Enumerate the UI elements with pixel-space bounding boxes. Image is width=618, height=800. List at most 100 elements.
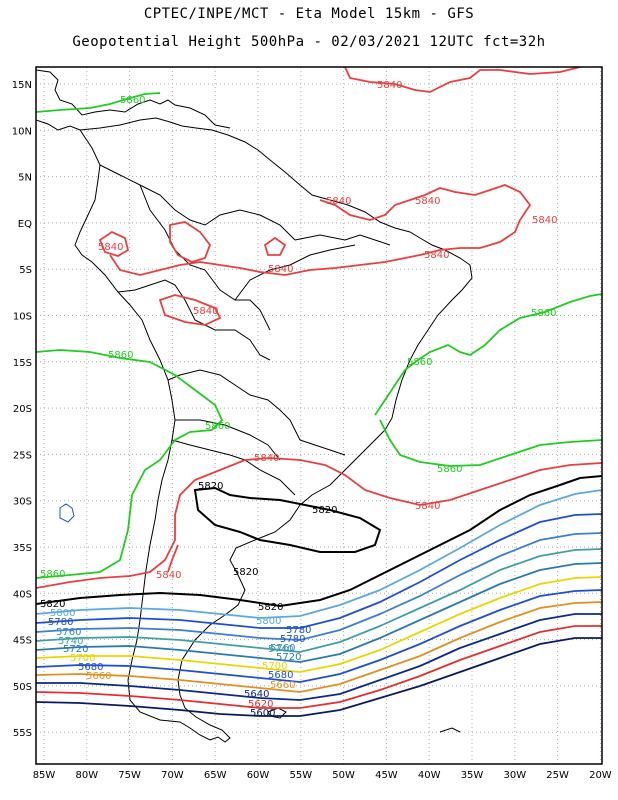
label-5640: 5640 bbox=[244, 689, 269, 700]
lon-tick-label: 75W bbox=[118, 770, 141, 781]
label-5760: 5760 bbox=[56, 627, 81, 638]
label-5840: 5840 bbox=[254, 453, 279, 464]
lat-tick-label: 30S bbox=[13, 497, 32, 508]
label-5840: 5840 bbox=[193, 306, 218, 317]
label-5800: 5800 bbox=[256, 616, 281, 627]
lat-tick-label: 40S bbox=[13, 589, 32, 600]
lat-tick-label: 25S bbox=[13, 450, 32, 461]
lat-tick-label: 10N bbox=[12, 126, 32, 137]
pacific-island bbox=[59, 503, 75, 523]
label-5780: 5780 bbox=[48, 617, 73, 628]
lat-tick-label: 5N bbox=[18, 173, 32, 184]
label-5840: 5840 bbox=[326, 196, 351, 207]
longitude-labels: 85W 80W 75W 70W 65W 60W 55W 50W 45W 40W 35W 30W 25W 2… bbox=[33, 770, 612, 781]
contour-5860-north bbox=[36, 92, 161, 113]
label-5840: 5840 bbox=[377, 80, 402, 91]
label-5860: 5860 bbox=[531, 308, 556, 319]
lat-tick-label: 45S bbox=[13, 636, 32, 647]
contour-5840-north bbox=[344, 67, 581, 93]
lat-tick-label: 55S bbox=[13, 728, 32, 739]
label-5860: 5860 bbox=[108, 350, 133, 361]
lat-tick-label: 15S bbox=[13, 358, 32, 369]
contour-5860-east bbox=[379, 419, 602, 467]
label-5720: 5720 bbox=[63, 644, 88, 655]
lon-tick-label: 40W bbox=[418, 770, 441, 781]
label-5780: 5780 bbox=[286, 625, 311, 636]
contour-5720 bbox=[36, 562, 602, 663]
label-5840: 5840 bbox=[98, 242, 123, 253]
lat-tick-label: 15N bbox=[12, 80, 32, 91]
contour-5820-main bbox=[36, 475, 602, 608]
lon-tick-label: 65W bbox=[204, 770, 227, 781]
label-5780: 5780 bbox=[280, 634, 305, 645]
lon-tick-label: 35W bbox=[461, 770, 484, 781]
map-frame bbox=[35, 66, 603, 765]
lon-tick-label: 70W bbox=[161, 770, 184, 781]
contour-labels: 5860 5860 5860 5860 5860 5860 5860 5840 … bbox=[40, 80, 557, 719]
contour-5740 bbox=[36, 548, 602, 653]
label-5840: 5840 bbox=[156, 570, 181, 581]
lon-tick-label: 25W bbox=[546, 770, 569, 781]
lon-tick-label: 45W bbox=[375, 770, 398, 781]
lon-tick-label: 60W bbox=[247, 770, 270, 781]
lat-tick-label: 5S bbox=[19, 265, 32, 276]
lat-tick-label: 20S bbox=[13, 404, 32, 415]
label-5820: 5820 bbox=[258, 602, 283, 613]
contour-5600 bbox=[36, 637, 602, 717]
label-5720: 5720 bbox=[276, 652, 301, 663]
contour-5800 bbox=[36, 489, 602, 619]
contour-5840-south bbox=[36, 457, 602, 589]
label-5620: 5620 bbox=[248, 699, 273, 710]
chart-title-line1: CPTEC/INPE/MCT - Eta Model 15km - GFS bbox=[143, 6, 475, 22]
central-america-coast bbox=[36, 69, 231, 129]
lat-tick-label: EQ bbox=[18, 219, 32, 230]
south-america-coast bbox=[74, 117, 473, 743]
label-5740: 5740 bbox=[58, 636, 83, 647]
country-borders bbox=[99, 164, 391, 496]
contour-5700 bbox=[36, 576, 602, 673]
label-5860: 5860 bbox=[437, 464, 462, 475]
label-5840: 5840 bbox=[424, 250, 449, 261]
lon-tick-label: 30W bbox=[503, 770, 526, 781]
map-grid bbox=[36, 67, 602, 764]
chart-title-line2: Geopotential Height 500hPa - 02/03/2021 … bbox=[72, 34, 546, 50]
label-5860: 5860 bbox=[205, 421, 230, 432]
label-5700: 5700 bbox=[70, 653, 95, 664]
label-5840: 5840 bbox=[532, 215, 557, 226]
contour-5840-amazon bbox=[109, 184, 532, 276]
south-georgia bbox=[439, 727, 461, 733]
label-5700: 5700 bbox=[262, 661, 287, 672]
contour-5840-andes bbox=[167, 544, 179, 573]
label-5680: 5680 bbox=[268, 670, 293, 681]
contour-5640 bbox=[36, 613, 602, 701]
label-5860: 5860 bbox=[40, 569, 65, 580]
contour-5840-inner bbox=[98, 221, 287, 326]
label-5840: 5840 bbox=[415, 501, 440, 512]
coastlines bbox=[36, 69, 473, 743]
latitude-labels: 15N 10N 5N EQ 5S 10S 15S 20S 25S 30S 35S 40S 45S 50S 5… bbox=[12, 80, 32, 739]
label-5800: 5800 bbox=[50, 608, 75, 619]
contour-5780 bbox=[36, 513, 602, 629]
lon-tick-label: 80W bbox=[75, 770, 98, 781]
contour-5860-central bbox=[36, 349, 224, 579]
lon-tick-label: 50W bbox=[332, 770, 355, 781]
lat-tick-label: 10S bbox=[13, 312, 32, 323]
label-5660: 5660 bbox=[86, 671, 111, 682]
contours bbox=[36, 67, 602, 717]
label-5820: 5820 bbox=[233, 567, 258, 578]
label-5660: 5660 bbox=[270, 680, 295, 691]
lon-tick-label: 55W bbox=[289, 770, 312, 781]
label-5840: 5840 bbox=[415, 196, 440, 207]
lon-tick-label: 85W bbox=[33, 770, 56, 781]
label-5760: 5760 bbox=[270, 643, 295, 654]
panama-coast bbox=[36, 119, 81, 131]
label-5860: 5860 bbox=[407, 357, 432, 368]
label-5860: 5860 bbox=[120, 95, 145, 106]
contour-5680 bbox=[36, 589, 602, 683]
lat-tick-label: 35S bbox=[13, 543, 32, 554]
label-5680: 5680 bbox=[78, 662, 103, 673]
contour-5760 bbox=[36, 532, 602, 641]
label-5840: 5840 bbox=[268, 264, 293, 275]
contour-5860-brazil bbox=[374, 293, 602, 416]
